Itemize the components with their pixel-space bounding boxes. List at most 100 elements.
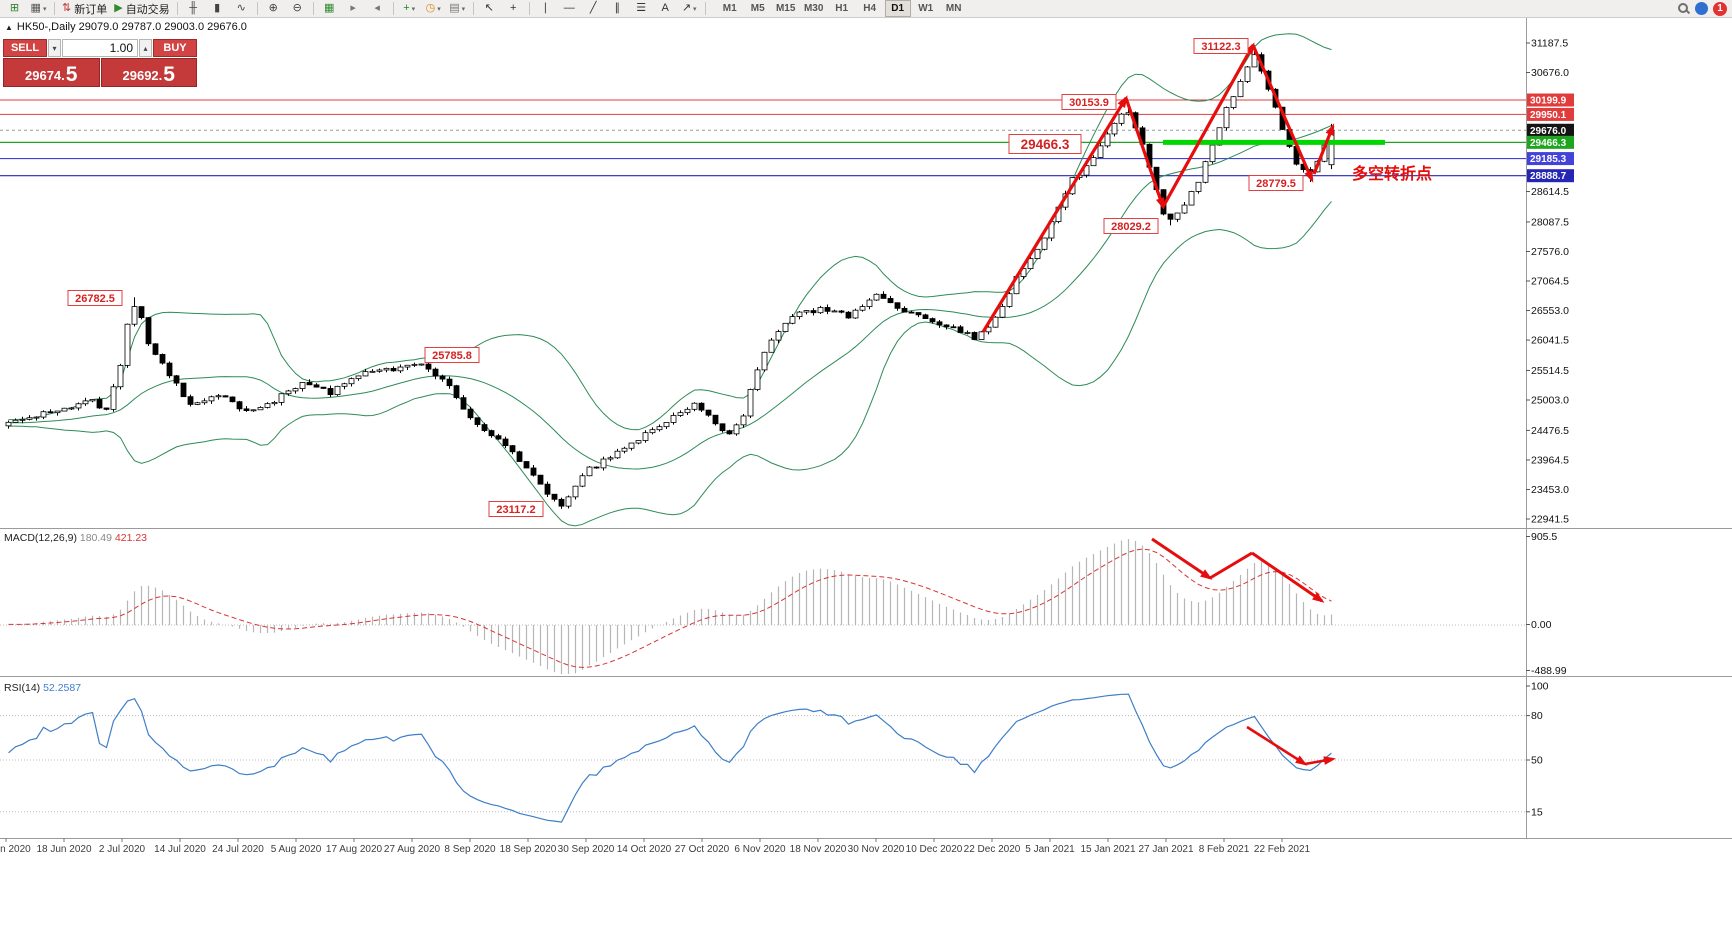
toolbar-right-group: 1 bbox=[1677, 1, 1729, 16]
bar-chart-mode-button[interactable]: ╫ bbox=[182, 0, 205, 18]
price-tag: 29950.1 bbox=[1527, 107, 1574, 121]
search-icon[interactable] bbox=[1677, 2, 1690, 15]
horizontal-line-tool-button[interactable]: ― bbox=[558, 0, 581, 18]
svg-text:RSI(14) 52.2587: RSI(14) 52.2587 bbox=[4, 682, 81, 694]
vertical-line-tool-button[interactable]: ∣ bbox=[534, 0, 557, 18]
price-callout[interactable]: 28779.5 bbox=[1248, 175, 1304, 191]
new-order-button[interactable]: ⇅ 新订单 bbox=[59, 0, 110, 18]
toolbar-separator bbox=[472, 2, 474, 15]
arrows-tool-button[interactable]: ↗ ▾ bbox=[678, 0, 701, 18]
tile-windows-button[interactable]: ▦ bbox=[318, 0, 341, 18]
date-label: 30 Nov 2020 bbox=[848, 844, 905, 855]
timeframe-h4-button[interactable]: H4 bbox=[863, 3, 877, 14]
templates-button[interactable]: ▤ ▾ bbox=[446, 0, 469, 18]
timeframe-m15-button[interactable]: M15 bbox=[775, 3, 796, 14]
price-callout[interactable]: 31122.3 bbox=[1193, 38, 1249, 54]
turning-point-note[interactable]: 多空转折点 bbox=[1352, 164, 1432, 183]
svg-text:29950.1: 29950.1 bbox=[1530, 110, 1567, 121]
fibonacci-tool-icon: ☰ bbox=[636, 2, 647, 14]
candle-chart-mode-button[interactable]: ▮ bbox=[206, 0, 229, 18]
zoom-in-button[interactable]: ⊕ bbox=[262, 0, 285, 18]
price-scale: 31187.5 30676.0 28614.5 28087.5 27576.0 27064… bbox=[1526, 38, 1574, 526]
volume-increase-button[interactable]: ▴ bbox=[139, 39, 152, 57]
chart-profiles-button[interactable]: ▦ ▾ bbox=[27, 0, 50, 18]
price-tag: 28888.7 bbox=[1527, 169, 1574, 183]
timeframe-h1-button[interactable]: H1 bbox=[835, 3, 849, 14]
date-label: 5 Jan 2021 bbox=[1025, 844, 1075, 855]
zoom-in-icon: ⊕ bbox=[268, 2, 278, 14]
new-chart-button[interactable]: ⊞ bbox=[3, 0, 26, 18]
chart-shift-button[interactable]: ◂ bbox=[366, 0, 389, 18]
auto-trading-button[interactable]: ▶ 自动交易 bbox=[111, 0, 172, 18]
price-axis-tick: 25514.5 bbox=[1531, 365, 1569, 377]
fibonacci-tool-button[interactable]: ☰ bbox=[630, 0, 653, 18]
timeframe-mn-button[interactable]: MN bbox=[945, 3, 962, 14]
tile-windows-icon: ▦ bbox=[323, 2, 335, 14]
sell-button[interactable]: SELL bbox=[3, 39, 47, 57]
date-label: 5 Aug 2020 bbox=[271, 844, 322, 855]
price-callout[interactable]: 26782.5 bbox=[67, 290, 123, 306]
timeframe-w1-button[interactable]: W1 bbox=[918, 3, 934, 14]
collapse-trade-panel-arrow[interactable]: ▲ bbox=[5, 23, 13, 32]
svg-text:MACD(12,26,9) 180.49 421.23: MACD(12,26,9) 180.49 421.23 bbox=[4, 532, 147, 544]
auto-scroll-button[interactable]: ▸ bbox=[342, 0, 365, 18]
rsi-axis-tick: 15 bbox=[1531, 806, 1543, 818]
buy-button[interactable]: BUY bbox=[153, 39, 197, 57]
timeframe-toolbar: M1 M5 M15 M30 H1 H4 D1 W1 MN bbox=[716, 0, 968, 17]
notifications-badge[interactable]: 1 bbox=[1713, 1, 1727, 16]
cursor-tool-button[interactable]: ↖ bbox=[478, 0, 501, 18]
date-label: 18 Sep 2020 bbox=[500, 844, 557, 855]
price-callout[interactable]: 30153.9 bbox=[1061, 94, 1117, 110]
indicators-button[interactable]: + ▾ bbox=[398, 0, 421, 18]
volume-decrease-button[interactable]: ▾ bbox=[48, 39, 61, 57]
timeframe-m5-button[interactable]: M5 bbox=[750, 3, 765, 14]
date-axis: 2 Jun 2020 18 Jun 2020 2 Jul 2020 14 Jul 20… bbox=[0, 838, 1311, 855]
price-callout[interactable]: 23117.2 bbox=[488, 501, 544, 517]
buy-price-button[interactable]: 29692. 5 bbox=[100, 58, 197, 87]
volume-input[interactable] bbox=[62, 39, 138, 57]
periods-button[interactable]: ◷ ▾ bbox=[422, 0, 445, 18]
sell-price-main: 29674. bbox=[25, 68, 65, 83]
price-callout[interactable]: 25785.8 bbox=[424, 347, 480, 363]
periods-caret-icon[interactable]: ▾ bbox=[437, 5, 441, 13]
svg-text:30153.9: 30153.9 bbox=[1069, 97, 1109, 109]
periods-icon: ◷ bbox=[425, 2, 436, 14]
rsi-label: RSI(14) 52.2587 bbox=[4, 682, 81, 694]
price-callout[interactable]: 29466.3 bbox=[1008, 134, 1082, 154]
line-chart-mode-button[interactable]: ∿ bbox=[230, 0, 253, 18]
one-click-trade-panel: SELL ▾ ▴ BUY 29674.5 29692.5 bbox=[3, 39, 197, 88]
chart-profiles-caret-icon[interactable]: ▾ bbox=[42, 5, 47, 13]
date-label: 18 Nov 2020 bbox=[790, 844, 847, 855]
date-label: 30 Sep 2020 bbox=[558, 844, 615, 855]
sell-price-button[interactable]: 29674. 5 bbox=[3, 58, 100, 87]
templates-caret-icon[interactable]: ▾ bbox=[461, 5, 466, 13]
zoom-out-button[interactable]: ⊖ bbox=[286, 0, 309, 18]
date-label: 10 Dec 2020 bbox=[906, 844, 963, 855]
trendline-tool-button[interactable]: ╱ bbox=[582, 0, 605, 18]
channel-tool-button[interactable]: ∥ bbox=[606, 0, 629, 18]
main-toolbar: ⊞ ▦ ▾ ⇅ 新订单 ▶ 自动交易 ╫ ▮ ∿ ⊕ ⊖ ▦ ▸ ◂ + ▾ ◷ ▾ ▤ ▾ ↖ + ∣ ― ╱ ∥ ☰ A ↗ ▾ M1 M5… bbox=[0, 0, 1732, 18]
sell-price-big-digit: 5 bbox=[65, 63, 78, 86]
text-tool-button[interactable]: A bbox=[654, 0, 677, 18]
price-callout[interactable]: 28029.2 bbox=[1103, 218, 1159, 234]
auto-trading-icon: ▶ bbox=[114, 2, 123, 14]
date-label: 27 Jan 2021 bbox=[1138, 844, 1193, 855]
crosshair-tool-button[interactable]: + bbox=[502, 0, 525, 18]
date-label: 15 Jan 2021 bbox=[1080, 844, 1135, 855]
timeframe-m30-button[interactable]: M30 bbox=[803, 3, 824, 14]
community-icon[interactable] bbox=[1695, 2, 1708, 15]
timeframe-d1-button[interactable]: D1 bbox=[884, 0, 911, 17]
date-label: 18 Jun 2020 bbox=[36, 844, 91, 855]
arrows-tool-caret-icon[interactable]: ▾ bbox=[693, 5, 697, 13]
indicators-caret-icon[interactable]: ▾ bbox=[411, 5, 416, 13]
chart-background-layer bbox=[0, 18, 1732, 939]
timeframe-m1-button[interactable]: M1 bbox=[722, 3, 737, 14]
chart-ohlc-header: ▲ HK50-,Daily 29079.0 29787.0 29003.0 296… bbox=[5, 21, 247, 33]
date-label: 14 Jul 2020 bbox=[154, 844, 206, 855]
date-label: 22 Dec 2020 bbox=[964, 844, 1021, 855]
date-label: 2 Jul 2020 bbox=[99, 844, 146, 855]
toolbar-separator bbox=[54, 2, 55, 15]
new-chart-icon: ⊞ bbox=[9, 2, 20, 14]
